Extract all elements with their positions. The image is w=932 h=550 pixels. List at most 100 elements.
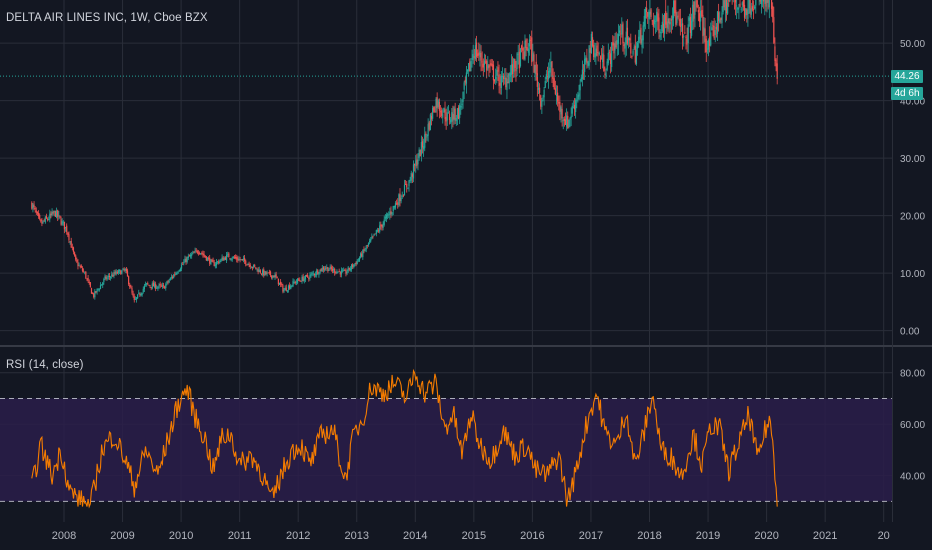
candle-body bbox=[98, 288, 100, 290]
candle-body bbox=[338, 271, 340, 273]
candle-body bbox=[233, 256, 236, 258]
candle-body bbox=[584, 58, 586, 72]
candle-body bbox=[165, 284, 167, 288]
candle-body bbox=[254, 265, 256, 267]
candle-body bbox=[428, 122, 430, 130]
candle-body bbox=[331, 268, 334, 271]
candle-body bbox=[157, 286, 159, 289]
candle-body bbox=[84, 272, 86, 274]
candle-body bbox=[571, 105, 573, 114]
rsi-line[interactable] bbox=[31, 368, 778, 509]
candle-body bbox=[372, 235, 374, 237]
candle-body bbox=[533, 54, 535, 73]
candle-body bbox=[400, 197, 402, 202]
candle-body bbox=[32, 204, 34, 209]
candle-body bbox=[155, 283, 157, 289]
candle-body bbox=[713, 25, 715, 39]
candle-body bbox=[120, 270, 122, 275]
candle-body bbox=[436, 97, 438, 109]
candle-body bbox=[657, 13, 659, 22]
candle-body bbox=[374, 233, 376, 235]
candle-body bbox=[178, 270, 180, 272]
candle-body bbox=[366, 245, 368, 246]
candle-body bbox=[618, 30, 621, 33]
candle-body bbox=[663, 13, 666, 34]
candle-body bbox=[173, 274, 175, 279]
candle-body bbox=[703, 27, 705, 36]
price-candles[interactable] bbox=[31, 0, 778, 303]
candle-body bbox=[511, 64, 514, 75]
candle-body bbox=[737, 7, 739, 10]
candle-body bbox=[465, 72, 468, 84]
candle-body bbox=[709, 36, 711, 46]
candle-body bbox=[202, 253, 204, 255]
rsi-indicator-title[interactable]: RSI (14, close) bbox=[6, 359, 84, 371]
candle-body bbox=[262, 270, 264, 275]
candle-body bbox=[747, 8, 749, 19]
candle-body bbox=[159, 284, 161, 286]
candle-body bbox=[689, 16, 692, 33]
candle-body bbox=[774, 46, 776, 61]
candle-body bbox=[164, 286, 166, 289]
candle-body bbox=[142, 288, 144, 293]
chart-title[interactable]: DELTA AIR LINES INC, 1W, Cboe BZX bbox=[6, 12, 208, 24]
candle-body bbox=[672, 0, 675, 19]
candle-body bbox=[527, 48, 529, 53]
candle-body bbox=[667, 18, 669, 30]
candle-body bbox=[658, 17, 660, 34]
candle-body bbox=[540, 95, 542, 107]
candle-body bbox=[349, 268, 352, 270]
candle-body bbox=[82, 270, 85, 272]
candle-body bbox=[280, 281, 282, 285]
candle-body bbox=[59, 215, 61, 218]
candle-body bbox=[683, 36, 685, 38]
candle-body bbox=[140, 293, 142, 296]
candle-body bbox=[475, 42, 478, 57]
candle-body bbox=[551, 61, 553, 77]
x-tick-label: 20 bbox=[878, 530, 890, 542]
candle-body bbox=[716, 11, 719, 34]
candle-body bbox=[600, 58, 603, 60]
candle-body bbox=[58, 214, 60, 216]
candle-body bbox=[68, 234, 70, 241]
candle-body bbox=[358, 257, 361, 261]
candle-body bbox=[645, 7, 648, 13]
candle-body bbox=[319, 269, 321, 274]
candle-body bbox=[397, 202, 399, 205]
candle-body bbox=[593, 45, 595, 58]
candle-body bbox=[141, 292, 143, 295]
candle-body bbox=[768, 0, 770, 8]
candle-body bbox=[223, 257, 225, 261]
candle-body bbox=[660, 31, 662, 34]
candle-body bbox=[37, 213, 40, 217]
candle-body bbox=[650, 9, 652, 17]
candle-body bbox=[294, 281, 296, 284]
candle-body bbox=[743, 4, 746, 18]
candle-body bbox=[152, 282, 155, 287]
candle-body bbox=[147, 283, 149, 285]
candle-body bbox=[662, 23, 665, 33]
candle-body bbox=[720, 17, 722, 21]
candle-body bbox=[71, 246, 73, 248]
candle-body bbox=[300, 281, 302, 283]
candle-body bbox=[133, 296, 135, 301]
candle-body bbox=[728, 0, 730, 2]
candle-body bbox=[387, 214, 389, 216]
candle-body bbox=[150, 287, 152, 288]
candle-body bbox=[523, 51, 525, 59]
candle-body bbox=[31, 202, 33, 209]
candle-body bbox=[112, 274, 114, 277]
candle-body bbox=[532, 53, 534, 61]
candle-body bbox=[524, 40, 526, 60]
candle-body bbox=[770, 0, 773, 9]
candle-body bbox=[99, 285, 102, 290]
candle-body bbox=[381, 224, 383, 228]
candle-body bbox=[473, 56, 475, 58]
candle-body bbox=[568, 119, 570, 127]
candle-body bbox=[253, 264, 255, 268]
candle-body bbox=[408, 180, 410, 187]
candle-body bbox=[765, 0, 767, 7]
candle-body bbox=[548, 70, 550, 80]
candle-body bbox=[668, 18, 670, 24]
x-tick-label: 2008 bbox=[52, 530, 76, 542]
